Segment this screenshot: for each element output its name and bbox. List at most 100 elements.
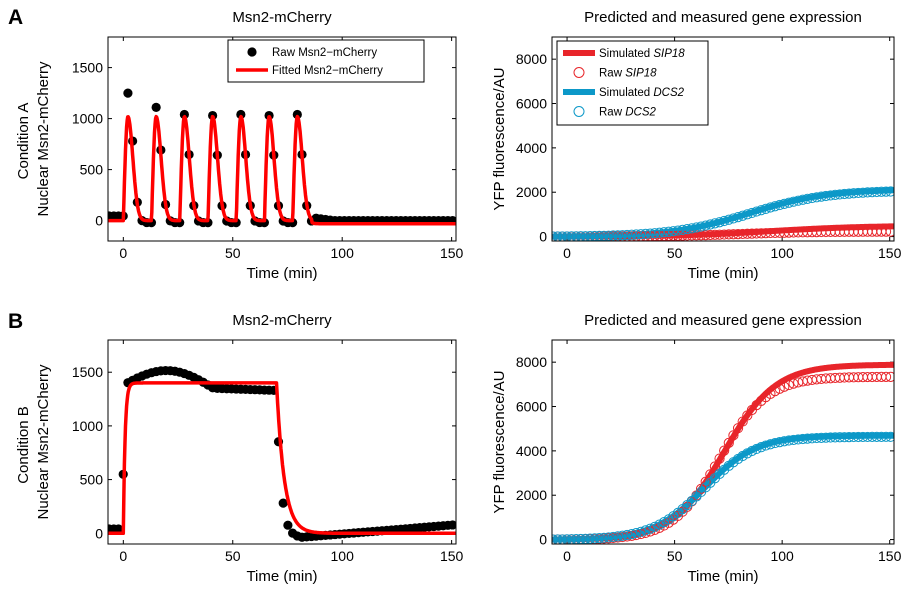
x-tick-label: 150: [440, 245, 464, 261]
raw-dcs2-marker: [737, 210, 748, 221]
raw-dcs2-marker: [719, 215, 730, 227]
raw-sip18-marker: [788, 378, 799, 389]
raw-sip18-marker: [774, 383, 785, 394]
raw-dot: [113, 524, 124, 534]
raw-sip18-marker: [880, 226, 892, 237]
plot-area: [108, 88, 456, 228]
raw-sip18-marker: [709, 461, 721, 472]
y-tick-label: 1500: [72, 364, 103, 380]
legend-item-prefix: Raw: [599, 107, 625, 119]
legend-item-prefix: Simulated: [599, 87, 653, 99]
legend-msn2: Raw Msn2−mCherry Fitted Msn2−mCherry: [227, 39, 425, 83]
raw-dcs2-marker: [885, 431, 894, 442]
raw-dot: [179, 109, 189, 120]
raw-sip18-marker: [783, 379, 795, 391]
condition-label-a: Condition A: [15, 103, 32, 180]
raw-dot: [292, 109, 302, 120]
x-tick-label: 150: [878, 245, 902, 261]
raw-dcs2-marker: [765, 202, 776, 213]
x-tick-label: 100: [331, 245, 355, 261]
raw-dcs2-marker: [769, 201, 781, 212]
y-axis-label: YFP fluorescence/AU: [491, 67, 508, 210]
plot-area: [108, 365, 456, 542]
plot-frame: [551, 339, 895, 545]
y-axis-label: YFP fluorescence/AU: [491, 370, 508, 513]
x-axis-label: Time (min): [687, 568, 758, 585]
chart-A-gene: 0 50 100 150 0 2000 4000 6000 8000 Predicted and …: [491, 9, 902, 282]
raw-sip18-marker: [723, 437, 734, 448]
legend-item-gene: DCS2: [653, 87, 684, 99]
raw-dot: [236, 109, 246, 120]
y-tick-label: 8000: [516, 51, 547, 67]
chart-title: Msn2-mCherry: [232, 312, 332, 329]
raw-dot: [123, 88, 133, 98]
raw-dcs2-marker: [635, 526, 647, 537]
chart-title: Predicted and measured gene expression: [584, 312, 862, 329]
raw-dot: [283, 520, 293, 530]
y-axis-label: Nuclear Msn2-mCherry: [35, 364, 52, 520]
raw-dot: [151, 102, 161, 112]
x-tick-label: 0: [563, 548, 571, 564]
legend-fitted-label: Fitted Msn2−mCherry: [272, 65, 383, 77]
raw-dcs2-marker: [756, 205, 767, 216]
raw-dcs2-marker: [885, 186, 894, 197]
fitted-line: [108, 381, 456, 536]
raw-dcs2-marker: [779, 198, 790, 209]
raw-sip18-marker: [779, 381, 790, 392]
raw-sip18-marker: [885, 371, 894, 382]
x-axis-label: Time (min): [246, 265, 317, 282]
legend-raw-marker: [247, 47, 257, 57]
y-tick-label: 500: [80, 472, 104, 488]
legend-item-label: Raw SIP18: [599, 68, 657, 80]
raw-dcs2-marker: [709, 218, 721, 229]
y-tick-label: 4000: [516, 443, 547, 459]
raw-dcs2-marker: [746, 445, 758, 457]
raw-dcs2-marker: [645, 523, 656, 534]
y-tick-label: 1500: [72, 60, 103, 76]
legend-raw-label: Raw Msn2−mCherry: [272, 47, 377, 59]
raw-sip18-marker: [728, 430, 739, 441]
x-tick-label: 100: [770, 548, 794, 564]
raw-dcs2-marker: [700, 220, 711, 231]
legend-item-label: Simulated SIP18: [599, 48, 685, 60]
x-tick-label: 50: [667, 245, 683, 261]
x-tick-label: 0: [119, 245, 127, 261]
raw-dcs2-marker: [765, 439, 776, 450]
x-tick-label: 100: [770, 245, 794, 261]
y-tick-label: 2000: [516, 487, 547, 503]
raw-sip18-marker: [885, 226, 894, 237]
x-axis-label: Time (min): [687, 265, 758, 282]
raw-dcs2-marker: [880, 431, 892, 442]
raw-dcs2-marker: [626, 528, 637, 540]
raw-dcs2-marker: [760, 440, 771, 451]
raw-dcs2-marker: [756, 442, 767, 453]
plot-area: [552, 186, 894, 241]
y-tick-label: 0: [95, 213, 103, 229]
x-tick-label: 0: [119, 548, 127, 564]
simulated-sip18-line: [552, 361, 894, 543]
raw-dcs2-marker: [649, 521, 660, 532]
y-axis-label: Nuclear Msn2-mCherry: [35, 61, 52, 217]
panel-letter-a: A: [8, 6, 23, 29]
raw-sip18-marker: [695, 483, 707, 494]
legend-item-gene: DCS2: [625, 107, 656, 119]
legend-item-label: Raw DCS2: [599, 107, 656, 119]
y-tick-label: 4000: [516, 140, 547, 156]
x-tick-label: 50: [667, 548, 683, 564]
raw-dcs2-marker: [751, 206, 762, 217]
raw-dcs2-marker: [746, 207, 758, 219]
raw-dcs2-marker: [728, 213, 739, 224]
raw-dcs2-marker: [732, 211, 744, 223]
plot-area: [552, 361, 894, 544]
raw-dot: [448, 520, 456, 530]
x-axis-label: Time (min): [246, 568, 317, 585]
y-tick-label: 2000: [516, 184, 547, 200]
x-tick-label: 150: [440, 548, 464, 564]
fitted-line: [108, 114, 456, 226]
raw-dcs2-marker: [640, 525, 651, 536]
legend-dcs2-marker: [573, 106, 585, 117]
legend-item-label: Simulated DCS2: [599, 87, 685, 99]
